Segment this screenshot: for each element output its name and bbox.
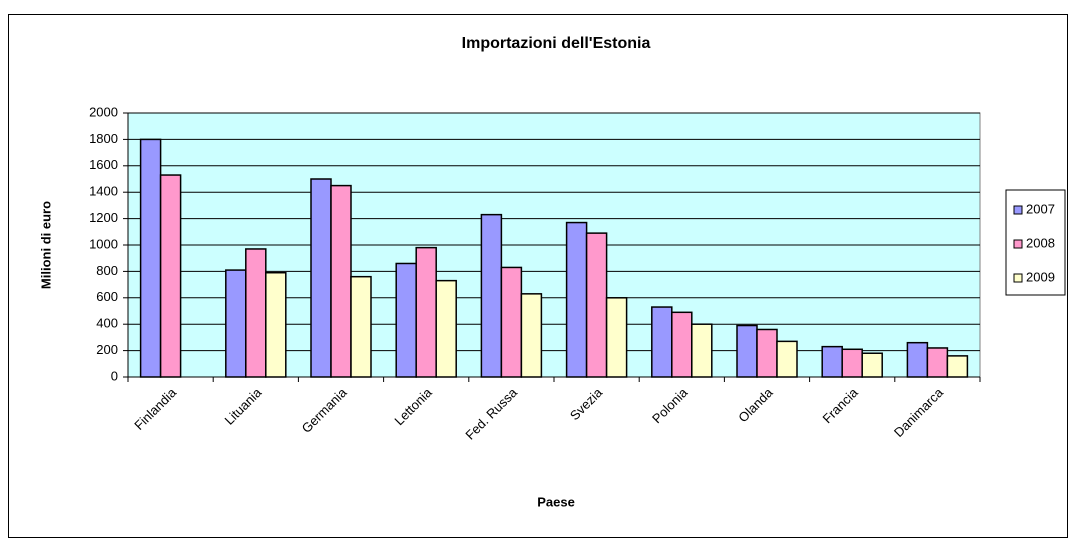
- bar: [159, 174, 182, 378]
- bar: [565, 221, 588, 378]
- bar: [906, 341, 929, 378]
- legend-label: 2008: [1026, 235, 1055, 250]
- bar: [139, 138, 162, 378]
- legend-label: 2009: [1026, 269, 1055, 284]
- bar: [395, 262, 417, 378]
- x-axis-title: Paese: [537, 494, 575, 509]
- bar: [245, 248, 267, 378]
- bar: [821, 345, 843, 378]
- bar: [330, 184, 352, 378]
- y-tick-label: 2000: [89, 104, 118, 119]
- bar: [691, 323, 713, 378]
- bar: [520, 293, 543, 378]
- bar: [350, 275, 372, 378]
- bar: [415, 246, 437, 378]
- bar: [605, 297, 628, 378]
- y-tick-label: 1200: [89, 210, 118, 225]
- legend-swatch: [1013, 239, 1023, 249]
- bar: [265, 271, 287, 378]
- bar: [756, 328, 778, 378]
- y-tick-label: 1800: [89, 131, 118, 146]
- bar: [946, 355, 969, 378]
- y-tick-label: 1600: [89, 157, 118, 172]
- bar: [926, 347, 949, 378]
- y-tick-label: 200: [96, 342, 118, 357]
- bar: [225, 269, 247, 378]
- y-tick-label: 1000: [89, 236, 118, 251]
- bar: [500, 266, 523, 378]
- y-tick-label: 400: [96, 316, 118, 331]
- bar: [585, 232, 608, 378]
- legend-label: 2007: [1026, 201, 1055, 216]
- y-tick-label: 1400: [89, 184, 118, 199]
- y-tick-label: 0: [111, 368, 118, 383]
- bar: [736, 324, 758, 378]
- bar: [861, 352, 883, 378]
- bar: [651, 306, 673, 378]
- bar: [671, 311, 693, 378]
- y-tick-label: 800: [96, 263, 118, 278]
- bar: [310, 178, 332, 378]
- bar: [776, 340, 798, 378]
- legend-swatch: [1013, 273, 1023, 283]
- chart-title: Importazioni dell'Estonia: [462, 35, 651, 52]
- bar: [435, 279, 457, 378]
- bar: [841, 348, 863, 378]
- bar: [480, 213, 503, 378]
- y-axis-title: Milioni di euro: [38, 201, 53, 289]
- y-tick-label: 600: [96, 289, 118, 304]
- legend-swatch: [1013, 205, 1023, 215]
